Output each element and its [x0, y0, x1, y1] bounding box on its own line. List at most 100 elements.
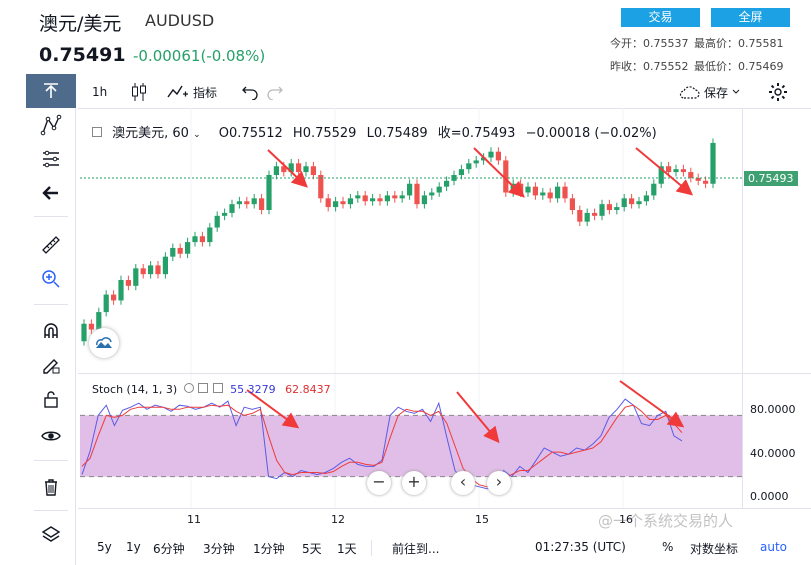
scroll-right-button[interactable]: › [487, 471, 511, 495]
time-axis-border [78, 508, 811, 509]
range-1y[interactable]: 1y [126, 540, 141, 554]
candle [503, 160, 509, 193]
object-tree-tool[interactable] [26, 518, 76, 552]
stoch-settings-icon[interactable] [198, 383, 209, 393]
pattern-tool[interactable] [26, 108, 76, 142]
candle [281, 166, 287, 173]
fullscreen-button[interactable]: 全屏 [711, 8, 790, 27]
pane-separator [78, 373, 811, 374]
stoch-tick-80: 80.0000 [750, 403, 796, 416]
candle [318, 175, 324, 199]
range-3min[interactable]: 3分钟 [203, 542, 235, 556]
lock-open-icon [44, 391, 58, 408]
redo-button[interactable] [266, 80, 284, 104]
stoch-k-line [81, 398, 683, 490]
candle [362, 195, 368, 202]
fib-tool[interactable] [26, 142, 76, 176]
settings-button[interactable] [767, 80, 789, 104]
candle [251, 198, 257, 205]
candle [88, 323, 94, 330]
scroll-left-button[interactable]: ‹ [451, 471, 475, 495]
undo-button[interactable] [241, 80, 259, 104]
candle [532, 186, 538, 196]
candle [651, 183, 657, 196]
save-button[interactable]: 保存 [678, 80, 740, 104]
range-6min[interactable]: 6分钟 [153, 542, 185, 556]
candle [495, 151, 501, 161]
goto-date-button[interactable]: 前往到... [392, 542, 440, 556]
candle [296, 163, 302, 173]
candle [244, 201, 250, 205]
range-5y[interactable]: 5y [97, 540, 112, 554]
lock-tool[interactable] [26, 382, 76, 416]
stoch-d-line [81, 404, 683, 488]
candle [636, 201, 642, 205]
candle [599, 204, 605, 216]
indicators-button[interactable]: 指标 [167, 80, 217, 104]
auto-scale-toggle[interactable]: auto [760, 540, 788, 554]
legend-change: −0.00018 (−0.02%) [525, 126, 657, 141]
arrow-left-icon [42, 186, 58, 200]
drawing-toolbar [26, 74, 76, 565]
candle [621, 198, 627, 208]
zoom-in-button[interactable]: + [402, 471, 426, 495]
candle [547, 192, 553, 199]
candle [288, 163, 294, 173]
candle [473, 160, 479, 164]
candle [370, 198, 376, 202]
log-scale-toggle[interactable]: 对数坐标 [690, 542, 739, 556]
candle [303, 166, 309, 173]
ruler-tool[interactable] [26, 228, 76, 262]
magnet-tool[interactable] [26, 314, 76, 348]
visibility-tool[interactable] [26, 419, 76, 453]
legend-chevron-icon[interactable]: ⌄ [193, 130, 201, 140]
candle [577, 210, 583, 222]
candle [525, 186, 531, 193]
x-tick-16: 16 [619, 513, 633, 526]
range-1d[interactable]: 1天 [337, 542, 357, 556]
fib-retracement-icon [43, 150, 59, 168]
percent-toggle[interactable]: % [662, 540, 674, 554]
candle [414, 183, 420, 205]
zoom-out-button[interactable]: − [367, 471, 391, 495]
stats-row-1: 今开：0.75537 最高价：0.75581 [610, 35, 784, 51]
indicators-icon [167, 85, 188, 98]
arrow-tool[interactable] [26, 176, 76, 210]
candle [569, 198, 575, 210]
candle [643, 195, 649, 202]
draw-mode-tool[interactable] [26, 348, 76, 382]
candle [347, 198, 353, 205]
candle [103, 294, 109, 313]
candle [207, 227, 213, 243]
collapse-toolbar-button[interactable] [26, 74, 76, 108]
candle [399, 195, 405, 199]
range-5d[interactable]: 5天 [302, 542, 322, 556]
candle [125, 280, 131, 286]
candle [140, 268, 146, 275]
stoch-close-icon[interactable] [212, 383, 223, 393]
trade-button[interactable]: 交易 [621, 8, 700, 27]
candle [562, 186, 568, 199]
candle [310, 166, 316, 175]
zoom-tool[interactable] [26, 262, 76, 296]
chart-type-button[interactable] [130, 80, 148, 104]
ruler-icon [42, 236, 60, 254]
interval-selector[interactable]: 1h [92, 85, 108, 99]
delete-tool[interactable] [26, 470, 76, 504]
candle [162, 256, 168, 275]
candle [436, 186, 442, 193]
candle [458, 169, 464, 175]
logo-badge[interactable] [89, 328, 119, 358]
candle [680, 169, 686, 173]
legend-collapse-icon[interactable] [92, 127, 102, 137]
stoch-visibility-icon[interactable] [183, 383, 194, 393]
cloud-logo-icon [96, 337, 112, 348]
stoch-d-value: 62.8437 [285, 383, 331, 396]
pencil-lock-icon [43, 359, 60, 374]
trend-arrow-1 [473, 147, 525, 198]
instrument-symbol: AUDUSD [145, 11, 215, 30]
range-1min[interactable]: 1分钟 [253, 542, 285, 556]
high-value: 0.75581 [738, 37, 784, 50]
trend-arrow-4 [456, 391, 500, 444]
